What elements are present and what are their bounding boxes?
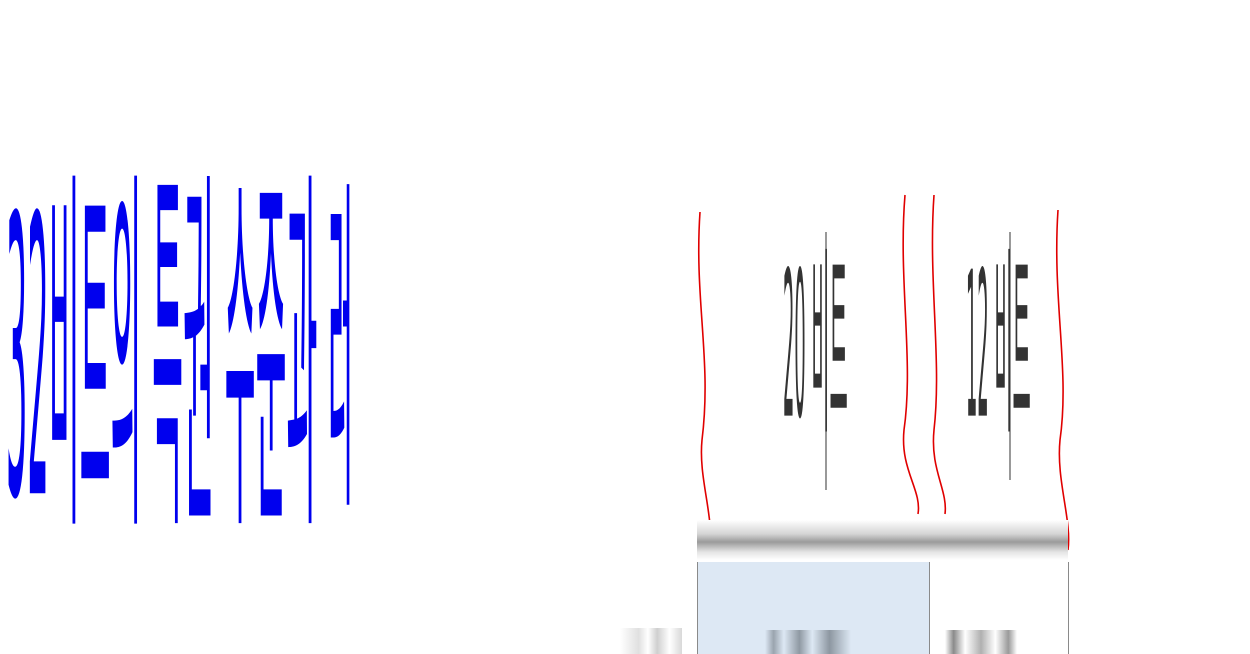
- cell-text-fragment-a: [765, 630, 851, 654]
- field-bar-12bit: [929, 520, 1068, 560]
- boundary-marker-left: [697, 211, 712, 557]
- title-container: 32비트의 특권 수준과 레이어: [6, 138, 351, 628]
- cell-text-fragment-b: [945, 630, 1017, 654]
- boundary-marker-right: [1055, 209, 1070, 551]
- boundary-marker-mid-a: [902, 194, 920, 515]
- segment-label-20bit: 20 비트: [783, 236, 848, 466]
- segment-label-12bit: 12 비트: [966, 236, 1031, 466]
- row-label-fragment: [620, 628, 682, 654]
- field-bar-20bit: [697, 520, 929, 560]
- boundary-marker-mid-b: [931, 194, 947, 515]
- diagram-title: 32비트의 특권 수준과 레이어: [6, 147, 351, 590]
